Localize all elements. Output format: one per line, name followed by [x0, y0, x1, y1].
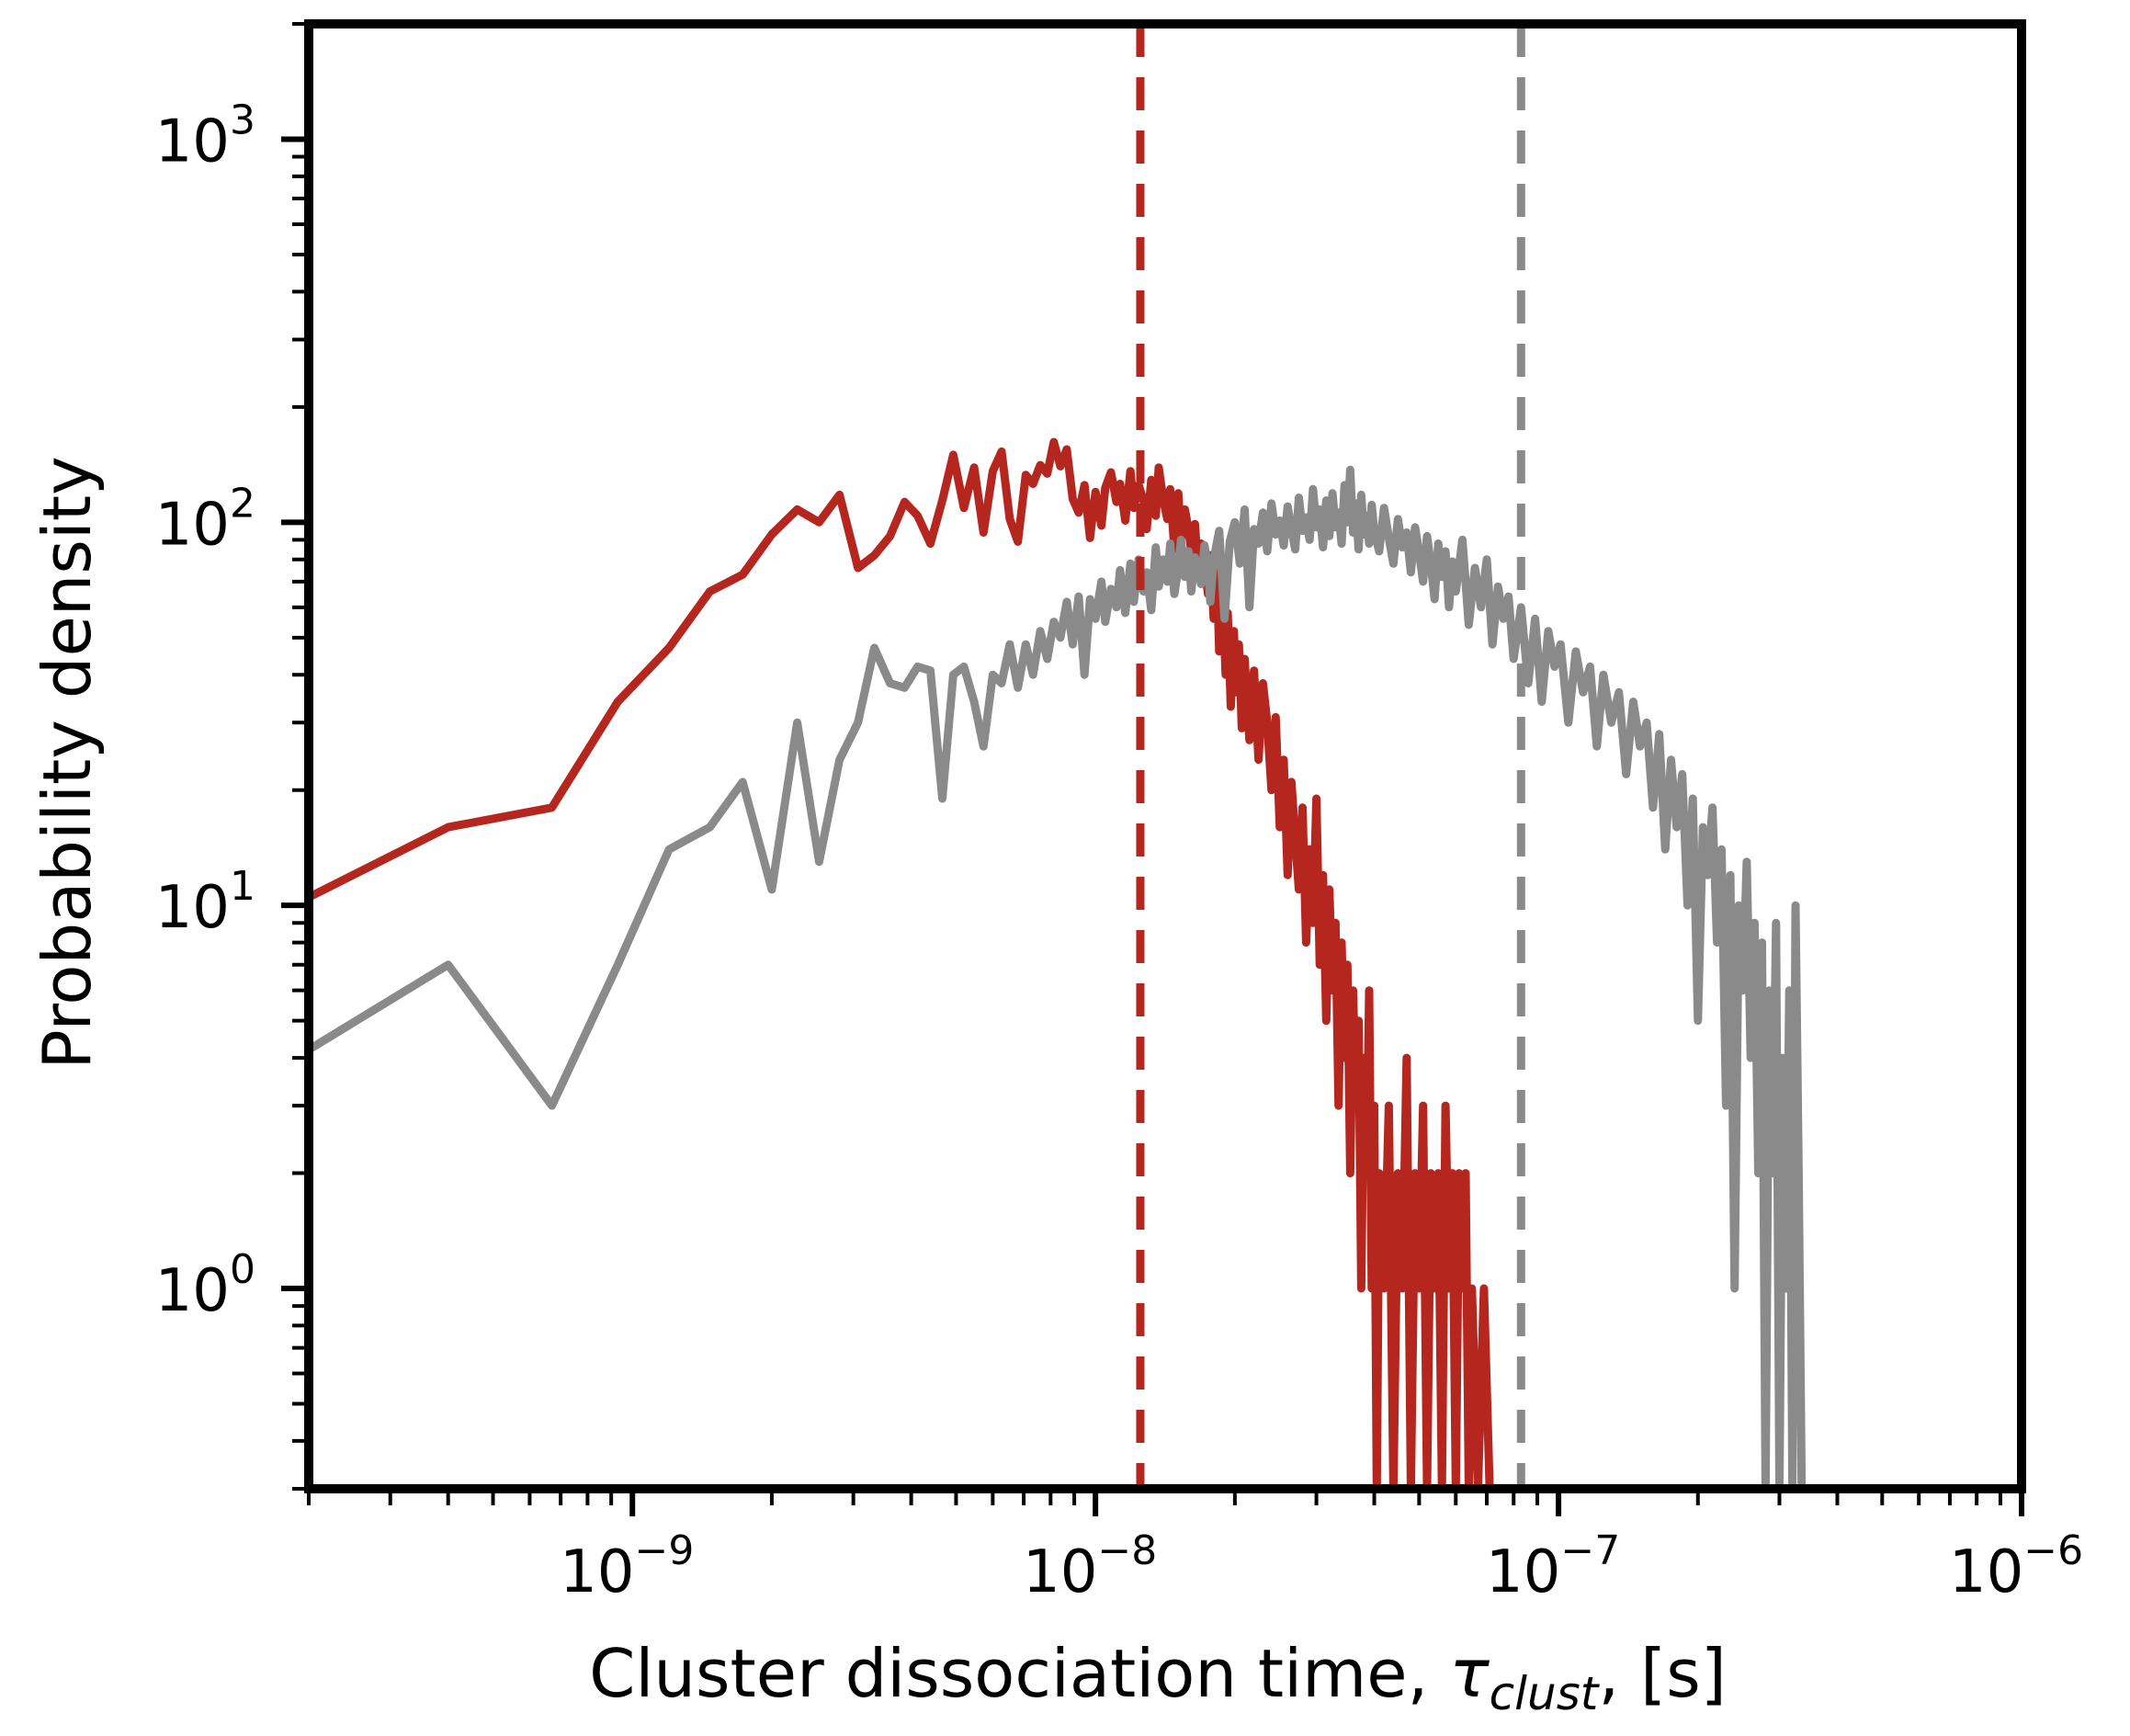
series-line-red — [309, 437, 1494, 1489]
plot-area — [309, 24, 1807, 1489]
y-tick-label: 100 — [155, 1246, 255, 1325]
series-line-gray — [309, 465, 1807, 1489]
x-tick-label: 10−6 — [1949, 1527, 2083, 1606]
plot-frame — [304, 19, 2026, 1493]
x-tick-label: 10−8 — [1023, 1527, 1157, 1606]
y-axis-label: Probability density — [28, 456, 106, 1069]
y-tick-label: 103 — [155, 96, 255, 176]
y-tick-label: 102 — [155, 480, 255, 559]
axes: 10−9 10−8 10−7 10−6 100 101 102 103 — [155, 19, 2083, 1606]
x-tick-label: 10−7 — [1486, 1527, 1620, 1606]
x-axis-label: Cluster dissociation time, τclust, [s] — [589, 1635, 1727, 1720]
y-tick-label: 101 — [155, 863, 255, 942]
x-tick-label: 10−9 — [560, 1527, 694, 1606]
